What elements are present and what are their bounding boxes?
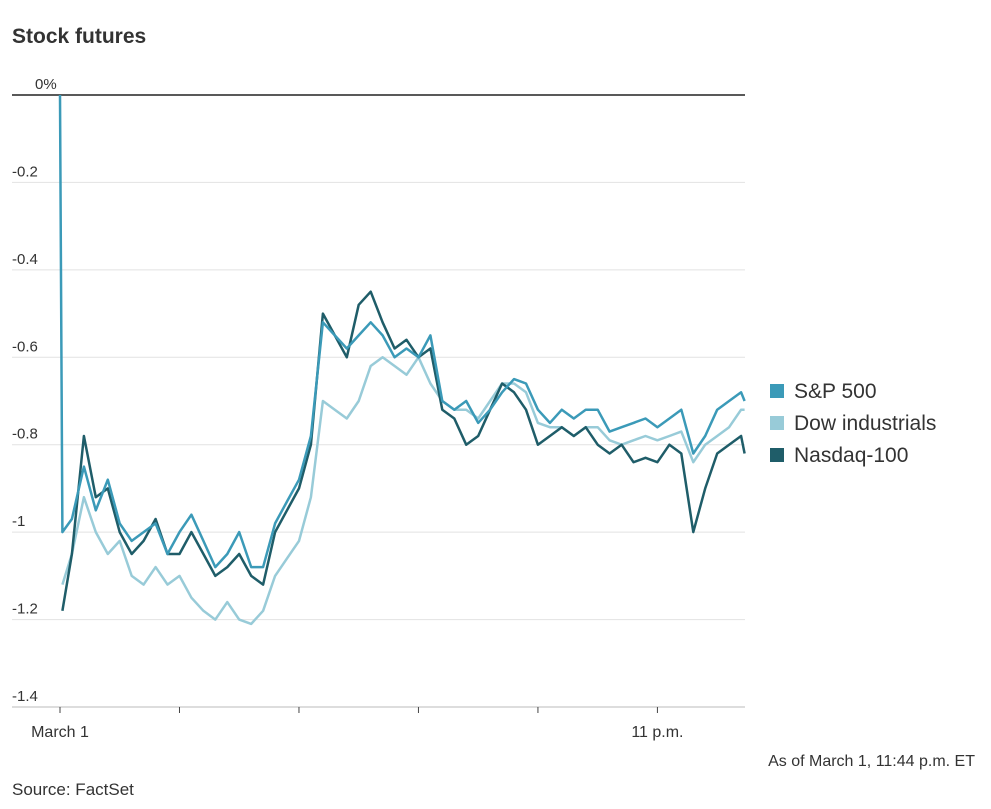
y-tick-label: -0.4 xyxy=(12,251,38,268)
series-line xyxy=(61,356,745,626)
y-tick-label: -0.8 xyxy=(12,426,38,443)
source: Source: FactSet xyxy=(12,780,134,799)
legend-label: Nasdaq-100 xyxy=(794,444,908,467)
legend-swatch xyxy=(770,448,784,462)
series-line xyxy=(61,290,746,612)
x-tick-label: 11 p.m. xyxy=(631,724,683,741)
legend-swatch xyxy=(770,416,784,430)
y-tick-label: 0% xyxy=(35,76,57,93)
y-tick-label: -1.4 xyxy=(12,688,38,705)
y-tick-label: -0.2 xyxy=(12,163,38,180)
legend-label: Dow industrials xyxy=(794,412,936,435)
legend-swatch xyxy=(770,384,784,398)
x-tick-label: March 1 xyxy=(31,724,89,741)
y-tick-label: -0.6 xyxy=(12,338,38,355)
legend-label: S&P 500 xyxy=(794,380,877,403)
series-line xyxy=(58,94,746,569)
y-tick-label: -1 xyxy=(12,513,25,530)
note: As of March 1, 11:44 p.m. ET xyxy=(768,753,975,770)
chart-title: Stock futures xyxy=(12,25,146,48)
y-tick-label: -1.2 xyxy=(12,601,38,618)
